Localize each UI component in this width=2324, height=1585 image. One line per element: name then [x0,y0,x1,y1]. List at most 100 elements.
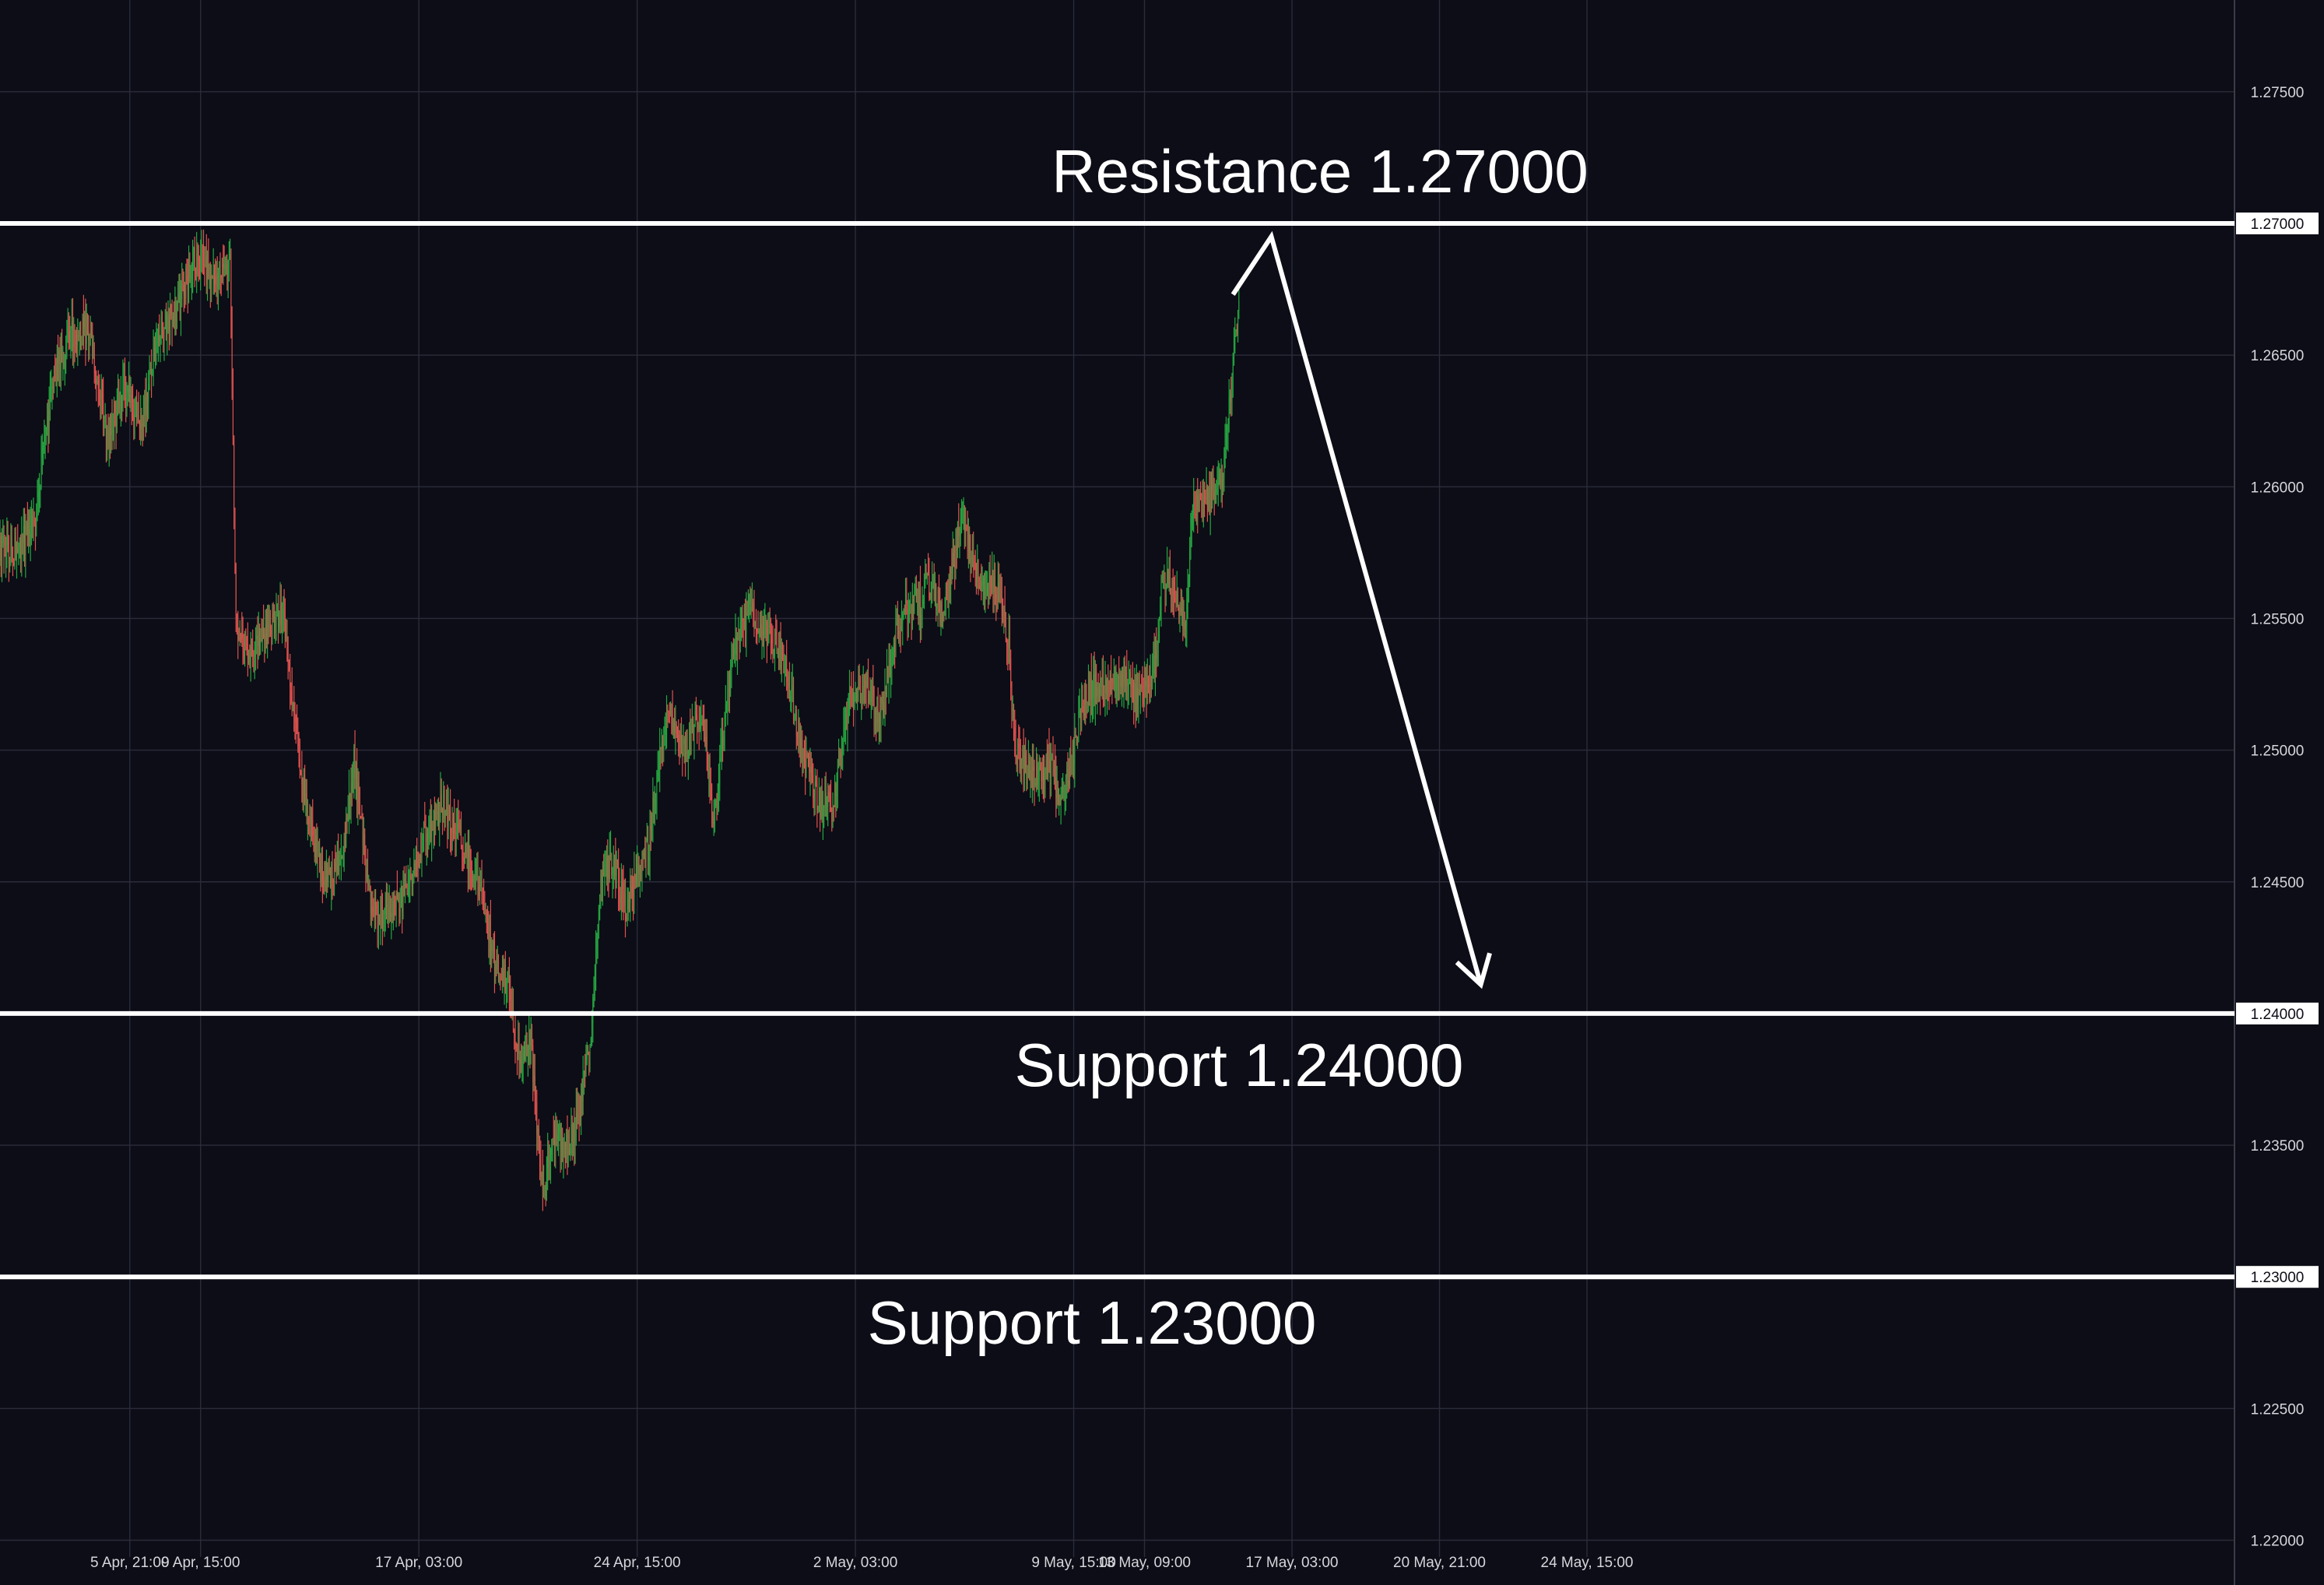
candle-body [1082,705,1083,707]
candle-body [535,1095,536,1102]
candle-body [575,1110,577,1140]
candle [152,368,153,377]
price-tick-label: 1.25500 [2251,611,2305,627]
candle [915,576,916,596]
candle-body [465,849,467,857]
candle [936,603,938,616]
candle [669,702,670,724]
candle [280,584,282,634]
candle [125,376,127,423]
candle-body [1195,513,1196,516]
candle-body [794,715,795,722]
candle-body [675,725,676,733]
candle [48,386,50,444]
candle [1089,670,1090,706]
candle-body [227,262,229,276]
candle-body [0,536,2,561]
candle-body [638,863,640,875]
candle [904,604,905,615]
candle-body [760,624,762,640]
candle-body [280,605,282,625]
candle-body [1217,481,1219,487]
candle [792,677,795,725]
candle [441,807,444,835]
candle [615,838,616,899]
candle-body [623,888,624,906]
candle [437,797,440,831]
candle [269,605,270,638]
candle-body [646,838,648,841]
candle-body [725,705,726,719]
candle-body [96,379,97,383]
candle-body [786,655,788,682]
candle-body [431,828,433,838]
candle-body [92,332,93,359]
candle [662,735,664,767]
candle [512,988,514,1033]
candle-body [973,552,974,556]
candle-body [1145,680,1146,687]
support-1.23000-annotation: Support 1.23000 [868,1288,1317,1357]
candle [1004,585,1006,627]
candle [287,636,289,680]
candle [715,799,717,809]
candle [45,427,47,445]
candle [51,378,53,410]
candle [1007,639,1009,671]
candle [269,610,272,638]
candle-body [593,979,595,998]
candle [684,731,686,777]
candle-body [622,882,623,889]
candle [1069,747,1071,789]
candles [0,229,1240,1211]
candle [786,639,788,691]
candle-body [1143,691,1144,705]
candle-body [1010,658,1012,688]
candle-body [407,887,409,895]
candle-body [1111,678,1113,683]
candle-body [917,601,918,603]
candle [510,975,511,1018]
candle [459,819,461,836]
candle [1016,738,1019,777]
candle-body [1042,762,1044,776]
candle-body [1144,680,1145,705]
candle-body [473,876,475,881]
candle [318,838,321,873]
candle [238,627,240,641]
candle [639,864,641,898]
candle-body [1130,672,1132,687]
candle [220,274,222,297]
candle [1065,774,1067,811]
candle [751,582,753,612]
candle-body [327,867,328,883]
candle [891,645,893,685]
candle [1016,754,1017,772]
candle-body [967,525,968,546]
candle [325,849,328,898]
candle [1066,761,1068,799]
candle [245,628,247,651]
candle [852,671,855,727]
candle [196,231,198,293]
candle [679,729,680,765]
candle [675,705,676,755]
candle [1224,423,1226,469]
candle [255,627,257,671]
candle [876,696,878,733]
candle [72,297,74,366]
candle-body [623,891,625,906]
candle-body [336,856,338,871]
candle [1195,490,1196,522]
candle-body [830,798,831,808]
candle-body [774,632,775,650]
candle-body [441,795,442,813]
candle [202,244,203,274]
candle [491,937,493,968]
candle [583,1070,585,1095]
candle [268,604,269,645]
candle-body [171,315,173,324]
candle [370,885,371,926]
candle [560,1123,562,1170]
candle [37,480,38,522]
